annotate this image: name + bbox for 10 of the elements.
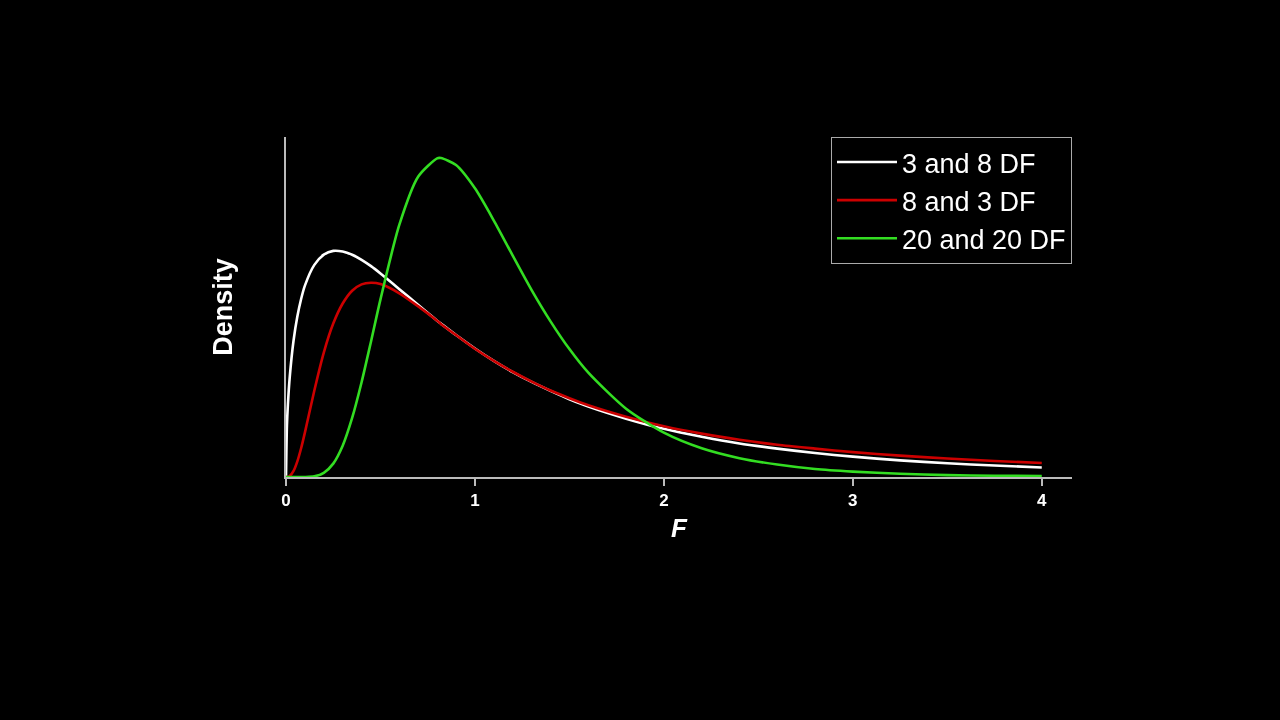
legend-label: 20 and 20 DF — [902, 224, 1066, 255]
x-tick-label: 3 — [848, 491, 858, 511]
x-tick-label: 4 — [1037, 491, 1048, 511]
x-tick-label: 2 — [659, 491, 669, 511]
x-axis-title: F — [671, 513, 689, 544]
x-tick-label: 1 — [470, 491, 480, 511]
y-axis-title: Density — [207, 258, 238, 356]
legend-label: 8 and 3 DF — [902, 186, 1036, 217]
x-tick-label: 0 — [281, 491, 291, 511]
legend-label: 3 and 8 DF — [902, 148, 1036, 179]
